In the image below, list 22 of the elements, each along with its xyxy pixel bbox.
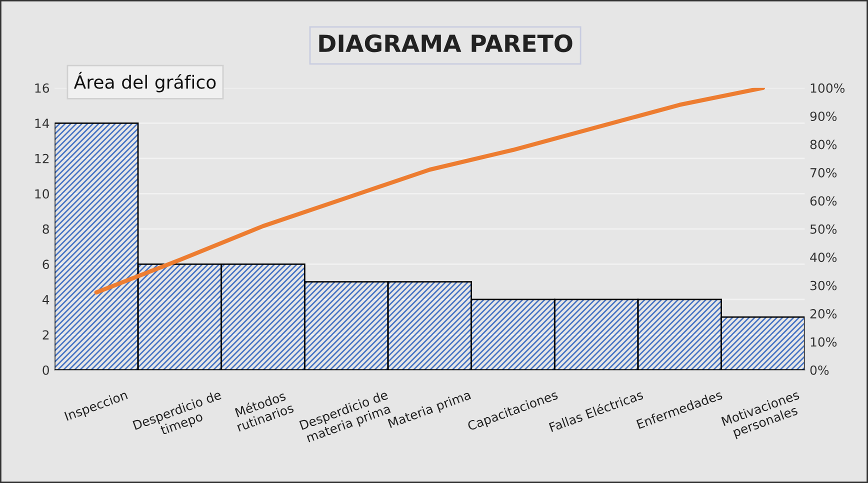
y-tick-label: 2 <box>42 330 49 340</box>
y-tick-label: 10 <box>35 189 49 199</box>
y-tick-label: 16 <box>35 83 50 93</box>
y2-tick-label: 30% <box>810 280 837 290</box>
annotation: Área del gráfico <box>74 72 216 92</box>
y-tick-label: 14 <box>35 118 50 128</box>
y-tick-label: 12 <box>35 154 49 164</box>
y2-tick-label: 50% <box>810 224 837 234</box>
y2-tick-label: 60% <box>810 196 837 206</box>
y-tick-label: 6 <box>42 260 50 270</box>
y2-tick-label: 20% <box>810 309 837 318</box>
y2-tick-label: 70% <box>810 168 837 178</box>
y-tick-label: 8 <box>42 224 49 234</box>
y-tick-label: 4 <box>42 295 50 304</box>
y2-tick-label: 40% <box>810 252 837 262</box>
y2-tick-label: 80% <box>810 140 837 150</box>
y2-tick-label: 0% <box>810 365 829 375</box>
y2-tick-label: 100% <box>810 83 845 93</box>
y2-tick-label: 10% <box>810 337 837 347</box>
y-tick-label: 0 <box>42 365 49 375</box>
y2-tick-label: 90% <box>810 112 837 122</box>
chart-title: DIAGRAMA PARETO <box>319 34 572 52</box>
